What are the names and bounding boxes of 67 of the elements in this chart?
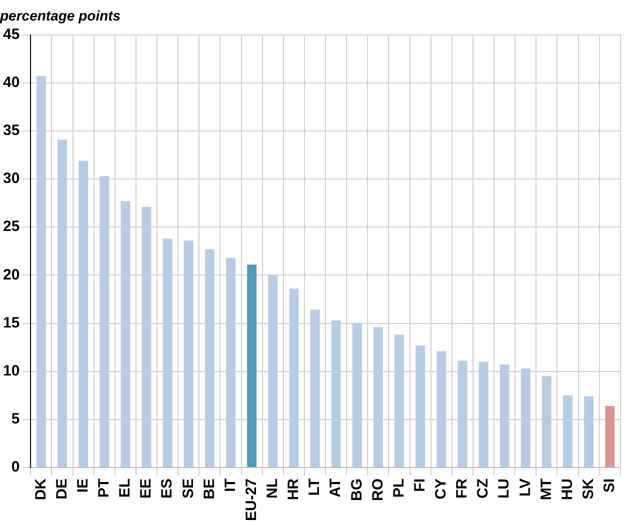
bar [373, 327, 383, 467]
bar [184, 240, 194, 467]
x-tick-label: MT [538, 478, 555, 500]
bar [204, 249, 214, 467]
x-tick-label: PL [390, 478, 408, 498]
bar [58, 140, 68, 467]
x-tick-label: FR [454, 478, 471, 498]
bar [162, 238, 172, 467]
x-tick-label: NL [264, 478, 282, 498]
x-tick-label: SK [580, 478, 597, 500]
y-tick-label: 35 [2, 122, 20, 140]
x-tick-label: LT [306, 478, 324, 496]
x-tick-label: AT [327, 478, 344, 498]
bar [289, 288, 299, 467]
bar [78, 160, 88, 467]
x-tick-label: SE [180, 478, 197, 498]
x-tick-label: SI [601, 478, 618, 493]
bar [542, 376, 552, 467]
x-tick-label: RO [369, 478, 386, 501]
x-tick-label: PT [96, 478, 113, 498]
bar [500, 364, 510, 467]
bar [394, 334, 404, 467]
y-tick-label: 20 [2, 266, 20, 284]
y-tick-label: 5 [11, 410, 20, 428]
bar [310, 310, 320, 467]
y-tick-label: 15 [2, 314, 20, 332]
y-tick-label: 25 [2, 218, 20, 236]
bar [605, 406, 615, 467]
x-tick-label: IT [222, 478, 239, 492]
x-tick-label: FI [411, 478, 428, 492]
x-tick-label: EE [138, 478, 155, 498]
bar [120, 201, 130, 467]
x-tick-label: BG [348, 478, 366, 501]
x-tick-label: EU-27 [242, 478, 260, 522]
bar [416, 345, 426, 467]
y-axis-title: percentage points [0, 7, 121, 24]
bar [584, 396, 594, 467]
bar [562, 395, 572, 467]
x-tick-label: LU [496, 478, 513, 498]
bar [247, 264, 257, 467]
bar [436, 351, 446, 467]
x-tick-label: CZ [474, 478, 492, 498]
x-tick-label: DE [53, 478, 70, 500]
x-tick-label: HU [558, 478, 576, 500]
x-tick-label: LV [516, 478, 534, 497]
bar [226, 258, 236, 467]
x-tick-label: HR [285, 478, 302, 500]
bar [142, 206, 152, 467]
bar [36, 76, 46, 467]
bar [331, 320, 341, 467]
y-tick-label: 40 [2, 74, 20, 92]
bar [268, 275, 278, 467]
x-tick-label: EL [116, 478, 134, 498]
x-tick-label: BE [200, 478, 218, 500]
x-tick-label: CY [432, 478, 450, 500]
y-tick-label: 0 [11, 458, 20, 476]
bar [520, 368, 530, 467]
x-tick-label: DK [32, 478, 50, 500]
bar [100, 176, 110, 467]
x-tick-label: ES [158, 478, 176, 498]
y-tick-label: 30 [2, 170, 20, 188]
bar [478, 362, 488, 467]
bar [352, 323, 362, 467]
bar [458, 360, 468, 467]
y-tick-label: 10 [2, 362, 20, 380]
y-tick-label: 45 [2, 26, 20, 43]
x-tick-label: IE [74, 478, 92, 493]
